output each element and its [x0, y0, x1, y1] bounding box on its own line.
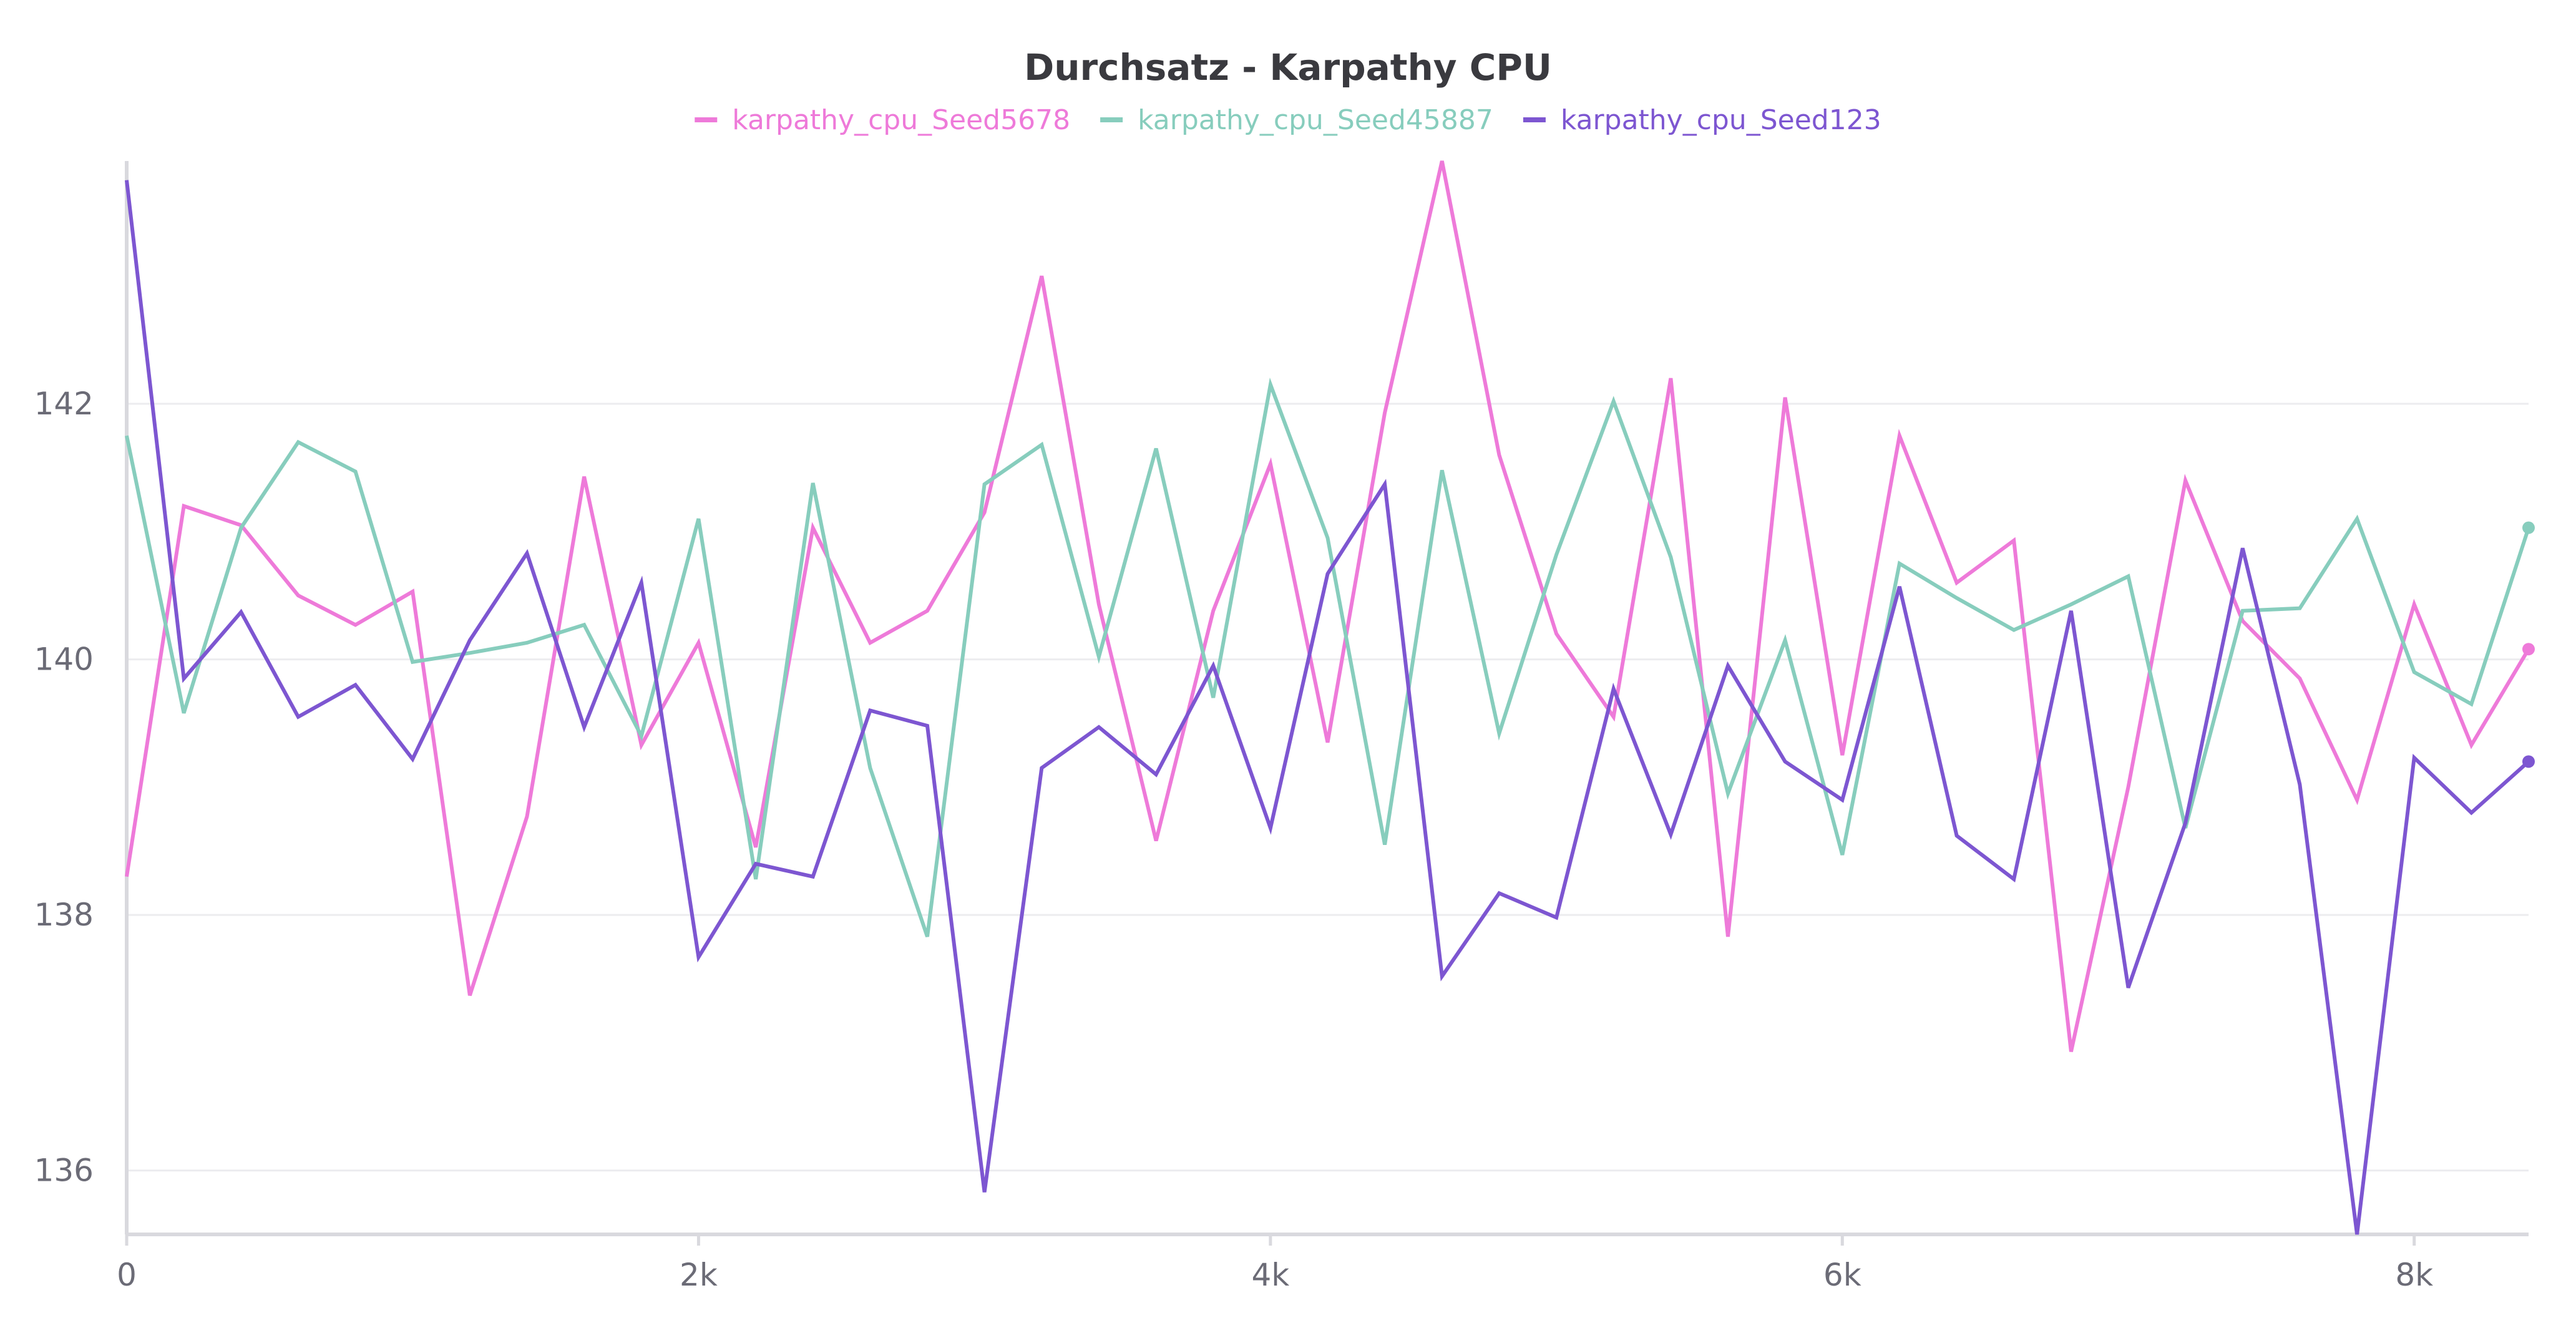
axes [125, 161, 2529, 1246]
x-tick-label: 8k [2395, 1257, 2433, 1293]
x-tick-label: 0 [117, 1257, 137, 1293]
series-end-point [2522, 521, 2535, 534]
y-tick-label: 136 [34, 1153, 94, 1189]
grid-lines [127, 403, 2529, 1172]
x-tick-label: 6k [1823, 1257, 1861, 1293]
series-line-karpathy_cpu_Seed5678 [125, 160, 2530, 1052]
legend-item: karpathy_cpu_Seed45887 [1100, 104, 1493, 136]
y-tick-label: 140 [34, 642, 94, 678]
legend-item: karpathy_cpu_Seed123 [1523, 104, 1881, 136]
x-tick-label: 4k [1251, 1257, 1289, 1293]
legend-label: karpathy_cpu_Seed45887 [1138, 104, 1493, 136]
tick-labels: 136 138 140 142 0 2k 4k 6k 8k [34, 386, 2434, 1293]
legend-item: karpathy_cpu_Seed5678 [695, 104, 1070, 136]
chart-title: Durchsatz - Karpathy CPU [1024, 46, 1552, 89]
series-line-karpathy_cpu_Seed123 [125, 180, 2530, 1235]
legend: karpathy_cpu_Seed5678 karpathy_cpu_Seed45… [695, 104, 1881, 136]
legend-label: karpathy_cpu_Seed123 [1561, 104, 1881, 136]
series-end-point [2522, 643, 2535, 656]
x-tick-label: 2k [680, 1257, 718, 1293]
y-tick-label: 142 [34, 386, 94, 422]
series-line-karpathy_cpu_Seed45887 [125, 378, 2530, 937]
series-end-point [2522, 755, 2535, 768]
y-tick-label: 138 [34, 897, 94, 933]
legend-label: karpathy_cpu_Seed5678 [732, 104, 1070, 136]
series-lines [125, 160, 2535, 1235]
